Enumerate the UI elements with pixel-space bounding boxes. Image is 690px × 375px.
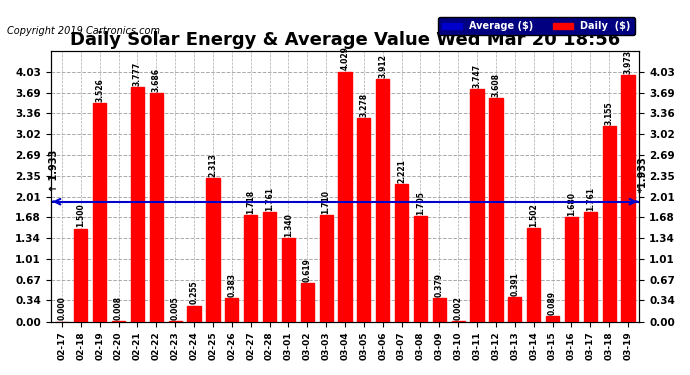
- Text: 1.680: 1.680: [567, 192, 576, 216]
- Bar: [602, 126, 615, 321]
- Text: 3.777: 3.777: [133, 62, 142, 86]
- Text: Copyright 2019 Cartronics.com: Copyright 2019 Cartronics.com: [7, 26, 160, 36]
- Bar: [301, 283, 314, 321]
- Bar: [565, 217, 578, 321]
- Text: 0.391: 0.391: [511, 272, 520, 296]
- Bar: [282, 238, 295, 321]
- Bar: [75, 228, 88, 321]
- Bar: [338, 72, 352, 321]
- Text: *1.933: *1.933: [638, 157, 648, 192]
- Bar: [225, 298, 238, 321]
- Text: 1.761: 1.761: [586, 187, 595, 211]
- Bar: [527, 228, 540, 321]
- Bar: [131, 87, 144, 321]
- Text: 0.255: 0.255: [190, 281, 199, 304]
- Title: Daily Solar Energy & Average Value Wed Mar 20 18:56: Daily Solar Energy & Average Value Wed M…: [70, 31, 620, 49]
- Bar: [509, 297, 522, 321]
- Bar: [93, 103, 106, 321]
- Bar: [263, 212, 276, 321]
- Bar: [433, 298, 446, 321]
- Text: 1.340: 1.340: [284, 213, 293, 237]
- Text: 0.008: 0.008: [114, 296, 123, 320]
- Text: 3.155: 3.155: [604, 101, 613, 124]
- Text: 1.710: 1.710: [322, 190, 331, 214]
- Bar: [188, 306, 201, 321]
- Bar: [319, 216, 333, 321]
- Bar: [244, 215, 257, 321]
- Text: 0.383: 0.383: [227, 273, 236, 297]
- Text: 3.686: 3.686: [152, 68, 161, 92]
- Text: 1.761: 1.761: [265, 187, 274, 211]
- Text: 1.502: 1.502: [529, 203, 538, 227]
- Text: 1.705: 1.705: [416, 191, 425, 214]
- Bar: [584, 212, 597, 321]
- Text: 3.747: 3.747: [473, 64, 482, 88]
- Bar: [471, 89, 484, 321]
- Bar: [546, 316, 559, 321]
- Text: 3.912: 3.912: [378, 54, 387, 78]
- Text: 1.718: 1.718: [246, 190, 255, 214]
- Text: 0.005: 0.005: [170, 296, 179, 320]
- Bar: [150, 93, 163, 321]
- Text: 0.379: 0.379: [435, 273, 444, 297]
- Text: 4.029: 4.029: [340, 46, 350, 70]
- Bar: [395, 184, 408, 321]
- Text: 3.278: 3.278: [359, 93, 368, 117]
- Text: 1.500: 1.500: [77, 204, 86, 227]
- Text: 3.608: 3.608: [491, 73, 500, 97]
- Bar: [622, 75, 635, 321]
- Text: ↑ 1.933: ↑ 1.933: [50, 150, 59, 192]
- Text: 0.089: 0.089: [548, 291, 557, 315]
- Bar: [357, 118, 371, 321]
- Text: 3.973: 3.973: [624, 50, 633, 74]
- Text: 0.002: 0.002: [454, 296, 463, 320]
- Legend: Average ($), Daily  ($): Average ($), Daily ($): [438, 18, 635, 35]
- Text: 3.526: 3.526: [95, 78, 104, 102]
- Text: 0.619: 0.619: [303, 258, 312, 282]
- Text: 2.313: 2.313: [208, 153, 217, 177]
- Bar: [489, 98, 502, 321]
- Text: 0.000: 0.000: [57, 296, 66, 320]
- Bar: [414, 216, 427, 321]
- Text: 2.221: 2.221: [397, 159, 406, 183]
- Bar: [376, 79, 389, 321]
- Bar: [206, 178, 219, 321]
